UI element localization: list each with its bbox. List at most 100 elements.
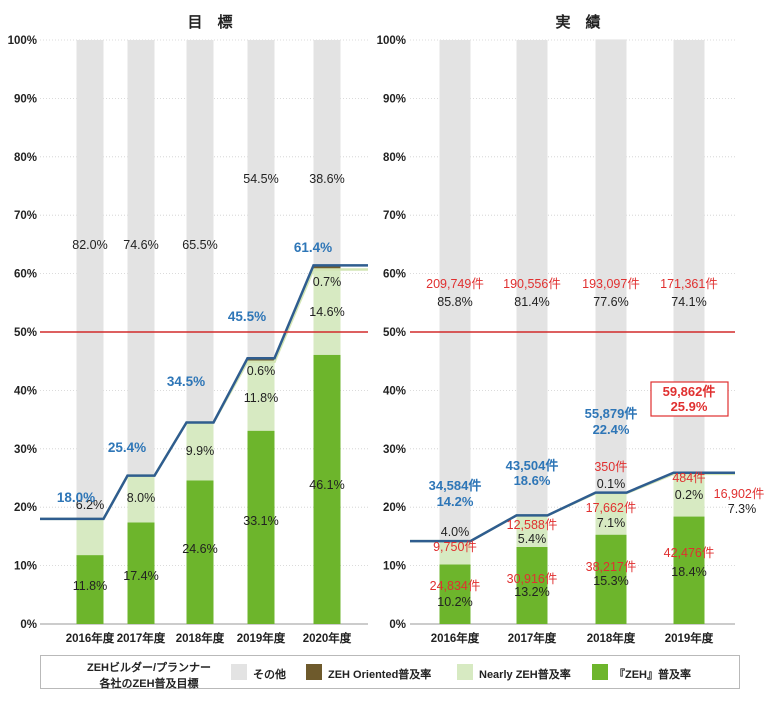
panel2-bar-other: [439, 40, 471, 542]
panel1-label-other: 82.0%: [72, 238, 107, 252]
panel1-y-tick-label: 50%: [14, 327, 37, 339]
panel1-bar-zeh: [313, 354, 341, 624]
panel1-label-total: 18.0%: [57, 490, 95, 505]
panel2-label-total: 18.6%: [514, 473, 551, 488]
panel1-label-zeh: 17.4%: [123, 569, 158, 583]
panel2-total-step-line: [410, 471, 735, 543]
panel2-x-tick-label: 2019年度: [665, 631, 714, 645]
panel2-y-tick-label: 20%: [383, 502, 406, 514]
panel2-y-tick-label: 70%: [383, 210, 406, 222]
panel1-y-tick-label: 60%: [14, 269, 37, 281]
panel2-y-tick-label: 50%: [383, 327, 406, 339]
panel2-label-other: 85.8%: [437, 295, 472, 309]
panel1-label-zeh: 46.1%: [309, 478, 344, 492]
panel2-label-nearly-count: 17,662件: [586, 501, 637, 515]
panel2-label-nearly: 5.4%: [518, 532, 547, 546]
panel1-label-oriented: 0.6%: [247, 364, 276, 378]
panel1-y-tick-label: 10%: [14, 561, 37, 573]
panel2-label-oriented: 0.2%: [675, 488, 704, 502]
panel2-bar-zeh: [439, 564, 471, 624]
panel1-bar-nearly: [127, 475, 155, 523]
panel2-bar-nearly: [673, 473, 705, 517]
panel1-label-nearly: 6.2%: [76, 498, 105, 512]
panel2-y-tick-label: 90%: [383, 93, 406, 105]
panel2-total-highlight-box: [650, 381, 729, 417]
panel1-bar-nearly: [313, 269, 341, 355]
legend-swatch-oriented: [306, 664, 322, 680]
panel2-label-zeh-count: 38,217件: [586, 560, 637, 574]
panel1-bar-other: [186, 40, 214, 423]
panel1-bar-other: [76, 40, 104, 519]
panel2-label-total-count: 59,862件: [663, 384, 716, 399]
panel1-y-tick-label: 90%: [14, 93, 37, 105]
panel2-label-oriented-count: 484件: [672, 471, 705, 485]
panel2-bar-other: [595, 39, 627, 493]
panel2-bar-nearly: [516, 515, 548, 547]
panel1-x-tick-label: 2019年度: [237, 631, 286, 645]
panel1-label-zeh: 33.1%: [243, 514, 278, 528]
panel1-x-tick-label: 2016年度: [66, 631, 115, 645]
panel1-x-tick-label: 2017年度: [117, 631, 166, 645]
panel1-label-nearly: 11.8%: [244, 391, 279, 405]
panel1-bar-zeh: [127, 522, 155, 624]
panel1-y-tick-label: 70%: [14, 210, 37, 222]
panel1-bar-zeh: [76, 555, 104, 624]
panel2-label-zeh-count: 30,916件: [507, 572, 558, 586]
legend-label-oriented: ZEH Oriented普及率: [328, 669, 432, 681]
panel2-bar-nearly: [439, 541, 471, 565]
panel1-total-step-line: [40, 264, 368, 521]
panel1-label-other: 38.6%: [309, 172, 344, 186]
panel1-bar-other: [247, 40, 275, 359]
panel1-label-total: 34.5%: [167, 374, 205, 389]
panel1-label-nearly: 9.9%: [186, 444, 215, 458]
panel1-bar-oriented: [313, 265, 341, 270]
legend: ZEHビルダー/プランナー 各社のZEH普及目標 その他 ZEH Oriente…: [40, 655, 740, 690]
panel2-y-tick-label: 10%: [383, 561, 406, 573]
panel2-label-other-count: 171,361件: [660, 277, 718, 291]
panel1-bar-nearly: [186, 422, 214, 481]
panel1-bar-nearly: [76, 518, 104, 556]
panel1-label-total: 45.5%: [228, 309, 266, 324]
panel1-bar-other: [127, 40, 155, 476]
panel1-label-total: 61.4%: [294, 240, 332, 255]
panel1-label-total: 25.4%: [108, 440, 146, 455]
panel1-bar-oriented: [247, 358, 275, 362]
panel1-label-other: 65.5%: [182, 238, 217, 252]
panel2-label-other: 74.1%: [671, 295, 706, 309]
panel2-y-tick-label: 0%: [389, 619, 406, 631]
panel2-bar-other: [516, 40, 548, 516]
legend-label-nearly: Nearly ZEH普及率: [479, 669, 571, 681]
panel2-label-total-count: 55,879件: [585, 406, 638, 421]
panel2-label-nearly: 7.1%: [597, 516, 626, 530]
panel2-label-nearly-count: 9,750件: [433, 540, 477, 554]
panel1-label-other: 74.6%: [123, 238, 158, 252]
panel1-x-tick-label: 2020年度: [303, 631, 352, 645]
panel1-label-zeh: 11.8%: [73, 579, 108, 593]
panel2-x-tick-label: 2018年度: [587, 631, 636, 645]
panel2-label-nearly: 7.3%: [728, 502, 757, 516]
panel2-y-tick-label: 80%: [383, 152, 406, 164]
panel2-label-other: 77.6%: [593, 295, 628, 309]
chart-svg: 目 標 0% 10% 20% 30% 40% 50% 60% 70% 80% 90% 100% 2016…: [8, 13, 765, 645]
panel2-label-nearly: 4.0%: [441, 525, 470, 539]
panel2-label-total-count: 43,504件: [506, 458, 559, 473]
panel2-label-oriented: 0.1%: [597, 477, 626, 491]
panel2-label-other: 81.4%: [514, 295, 549, 309]
legend-swatch-other: [231, 664, 247, 680]
panel2-y-tick-label: 100%: [377, 35, 406, 47]
panel2-bar-zeh: [595, 534, 627, 624]
panel1-y-tick-label: 80%: [14, 152, 37, 164]
panel2-label-zeh-count: 24,834件: [430, 579, 481, 593]
panel1-chart-title: 目 標: [187, 13, 232, 31]
panel2-y-tick-label: 30%: [383, 444, 406, 456]
legend-line-label: ZEHビルダー/プランナー 各社のZEH普及目標: [87, 662, 212, 690]
legend-label-other: その他: [253, 669, 286, 681]
panel2-label-nearly-count: 16,902件: [714, 487, 765, 501]
legend-swatch-zeh: [592, 664, 608, 680]
panel2-label-zeh-count: 42,476件: [664, 546, 715, 560]
panel1-label-oriented: 0.7%: [313, 275, 342, 289]
panel2-y-tick-label: 60%: [383, 269, 406, 281]
panel2-label-total-count: 34,584件: [429, 478, 482, 493]
panel2-label-zeh: 15.3%: [593, 574, 628, 588]
panel1-bar-zeh: [247, 430, 275, 624]
